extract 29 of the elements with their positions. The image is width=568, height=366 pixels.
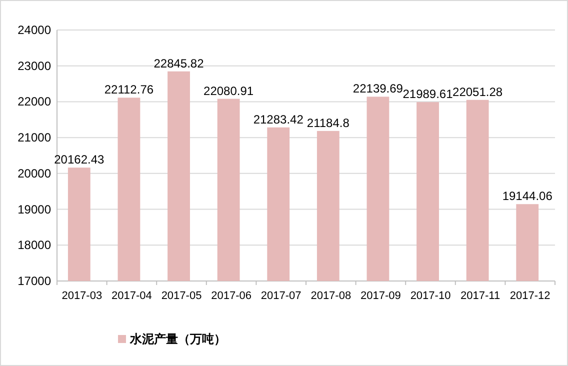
y-tick-label: 19000 [18,202,52,216]
data-label: 22051.28 [452,84,503,99]
x-tick-label: 2017-06 [211,290,252,302]
data-label: 21989.61 [402,87,454,102]
y-tick-label: 22000 [18,94,52,109]
data-label: 22112.76 [104,82,154,97]
x-tick-label: 2017-03 [62,290,102,302]
x-tick-label: 2017-10 [410,290,451,302]
y-tick-label: 18000 [18,238,52,252]
data-label: 21184.8 [306,116,350,130]
data-label: 20162.43 [54,152,105,167]
x-tick-label: 2017-04 [112,290,152,302]
y-tick-label: 21000 [18,130,52,145]
y-tick-label: 24000 [18,23,52,37]
x-tick-label: 2017-09 [360,290,401,302]
x-tick-label: 2017-08 [310,290,352,302]
data-label: 22080.91 [204,84,254,98]
x-tick-label: 2017-12 [510,290,550,302]
x-tick-label: 2017-07 [260,290,302,302]
y-tick-label: 20000 [18,166,52,180]
y-tick-label: 17000 [18,274,52,288]
data-label: 22139.69 [352,82,404,96]
x-tick-label: 2017-05 [161,290,202,302]
x-tick-label: 2017-11 [460,290,500,302]
data-label: 19144.06 [502,189,553,204]
data-label: 22845.82 [154,56,204,70]
data-label: 21283.42 [253,112,304,126]
y-tick-label: 23000 [18,58,52,73]
legend-label: 水泥产量（万吨） [129,332,226,346]
